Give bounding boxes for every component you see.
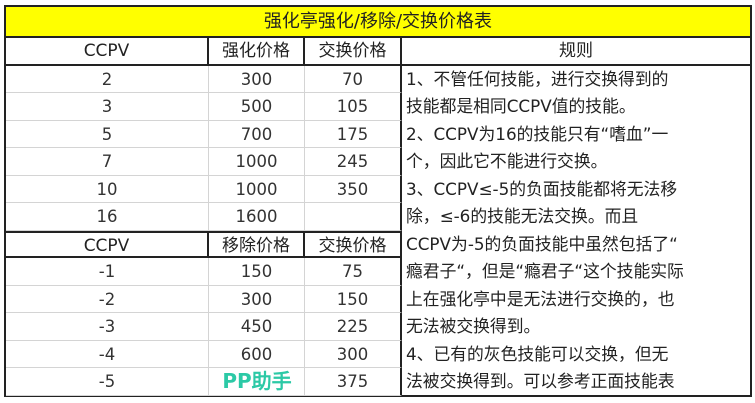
rule-line: 1、不管任何技能，进行交换得到的 xyxy=(406,68,669,89)
price-columns: CCPV 强化价格 交换价格 2 300 70 3 500 105 5 700 175 7 1000 245… xyxy=(6,38,402,396)
table-cell: 225 xyxy=(305,313,402,341)
table-cell: CCPV xyxy=(6,232,209,258)
rule-line: 个，因此它不能进行交换。 xyxy=(406,151,608,171)
table-cell: 105 xyxy=(305,93,402,121)
rule-line: 法被交换得到。可以参考正面技能表 xyxy=(406,371,675,391)
table-cell: 150 xyxy=(209,258,305,286)
rule-line: 4、已有的灰色技能可以交换，但无 xyxy=(406,343,669,364)
table-cell: 2 xyxy=(6,65,209,93)
table-cell: 150 xyxy=(305,285,402,313)
table-cell xyxy=(209,368,305,396)
table-cell: 3 xyxy=(6,93,209,121)
table-cell: CCPV xyxy=(6,38,209,66)
table-row: 16 1600 xyxy=(6,203,402,231)
table-cell: 300 xyxy=(209,65,305,93)
table-cell: 交换价格 xyxy=(305,232,402,258)
header-row: CCPV 强化价格 交换价格 xyxy=(6,38,402,66)
table-cell: 70 xyxy=(305,65,402,93)
table-cell: 16 xyxy=(6,203,209,231)
table-row: -5 375 xyxy=(6,368,402,396)
table-cell: 5 xyxy=(6,120,209,148)
price-table: 强化亭强化/移除/交换价格表 CCPV 强化价格 交换价格 2 300 70 3 500 105… xyxy=(4,5,752,397)
rule-line: 3、CCPV≤-5的负面技能都将无法移 xyxy=(406,178,678,199)
rule-line: 2、CCPV为16的技能只有“嗜血”一 xyxy=(406,123,669,144)
table-cell: 1000 xyxy=(209,175,305,203)
table-row: -2 300 150 xyxy=(6,285,402,313)
table-cell: 245 xyxy=(305,148,402,176)
table-cell: 1600 xyxy=(209,203,305,231)
rule-line: 瘾君子“，但是“瘾君子“这个技能实际 xyxy=(406,261,684,281)
table-cell: 交换价格 xyxy=(305,38,402,66)
rule-line: 无法被交换得到。 xyxy=(406,316,541,336)
table-cell: 450 xyxy=(209,313,305,341)
table-row: 10 1000 350 xyxy=(6,175,402,203)
rule-line: CCPV为-5的负面技能中虽然包括了“ xyxy=(406,233,678,254)
rule-line: 除，≤-6的技能无法交换。而且 xyxy=(406,206,639,226)
table-cell: -3 xyxy=(6,313,209,341)
table-row: 3 500 105 xyxy=(6,93,402,121)
table-row: -4 600 300 xyxy=(6,340,402,368)
rules-text: 1、不管任何技能，进行交换得到的 技能都是相同CCPV值的技能。 2、CCPV为16… xyxy=(402,66,750,396)
table-cell: 175 xyxy=(305,120,402,148)
watermark-logo: PP助手 xyxy=(222,369,292,393)
table-row: -1 150 75 xyxy=(6,258,402,286)
table-row: 7 1000 245 xyxy=(6,148,402,176)
table-cell: -4 xyxy=(6,340,209,368)
table-cell: 375 xyxy=(305,368,402,396)
table-cell: 700 xyxy=(209,120,305,148)
table-cell: -2 xyxy=(6,285,209,313)
rule-line: 技能都是相同CCPV值的技能。 xyxy=(406,96,636,116)
table-row: 5 700 175 xyxy=(6,120,402,148)
table-cell: 75 xyxy=(305,258,402,286)
rules-header: 规则 xyxy=(402,38,750,66)
table-cell: 1000 xyxy=(209,148,305,176)
header-row: CCPV 移除价格 交换价格 xyxy=(6,230,402,258)
table-cell: 300 xyxy=(305,340,402,368)
table-row: -3 450 225 xyxy=(6,313,402,341)
table-cell xyxy=(305,203,402,231)
table-cell: -5 xyxy=(6,368,209,396)
rule-line: 上在强化亭中是无法进行交换的，也 xyxy=(406,288,675,309)
table-cell: 500 xyxy=(209,93,305,121)
table-cell: 600 xyxy=(209,340,305,368)
table-cell: 强化价格 xyxy=(209,38,305,66)
table-cell: 350 xyxy=(305,175,402,203)
table-cell: 7 xyxy=(6,148,209,176)
table-row: 2 300 70 xyxy=(6,65,402,93)
table-cell: -1 xyxy=(6,258,209,286)
table-cell: 300 xyxy=(209,285,305,313)
table-title: 强化亭强化/移除/交换价格表 xyxy=(6,7,750,38)
table-cell: 移除价格 xyxy=(209,232,305,258)
table-cell: 10 xyxy=(6,175,209,203)
